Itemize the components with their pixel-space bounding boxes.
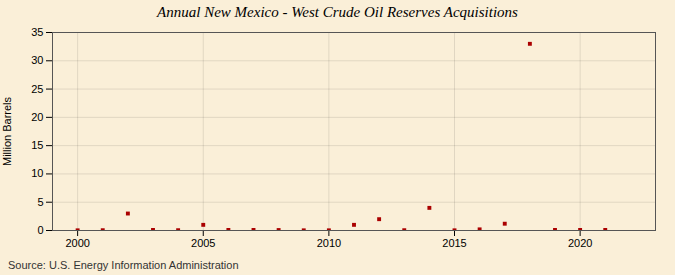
- svg-text:2020: 2020: [568, 237, 592, 249]
- svg-text:30: 30: [31, 54, 43, 66]
- html-text:Source: U.S. Energy Informatio: Source: U.S. Energy Information Administ…: [8, 259, 239, 271]
- svg-text:5: 5: [37, 196, 43, 208]
- html-text:Annual New Mexico - West Crude: Annual New Mexico - West Crude Oil Reser…: [157, 4, 518, 20]
- svg-text:0: 0: [37, 224, 43, 236]
- svg-text:2000: 2000: [65, 237, 89, 249]
- svg-text:2005: 2005: [191, 237, 215, 249]
- svg-text:2010: 2010: [317, 237, 341, 249]
- svg-text:25: 25: [31, 83, 43, 95]
- svg-text:Million Barrels: Million Barrels: [1, 96, 13, 166]
- svg-text:35: 35: [31, 26, 43, 38]
- svg-text:2015: 2015: [442, 237, 466, 249]
- svg-text:20: 20: [31, 111, 43, 123]
- svg-text:10: 10: [31, 167, 43, 179]
- svg-text:15: 15: [31, 139, 43, 151]
